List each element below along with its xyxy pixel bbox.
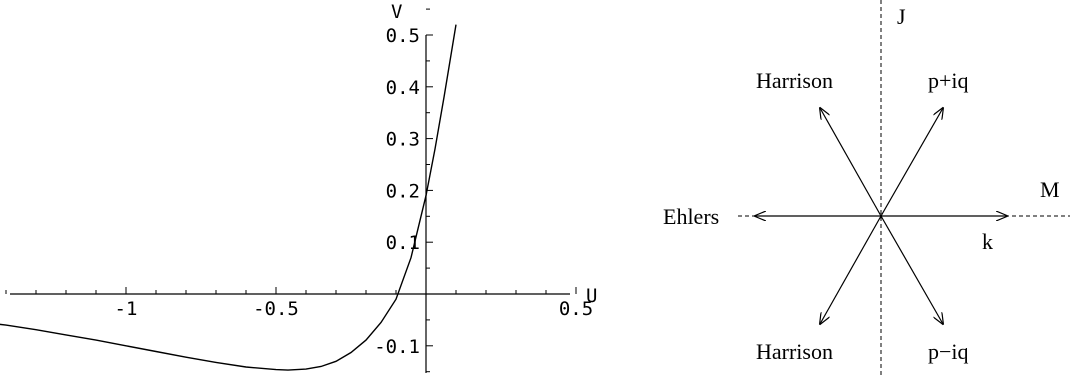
- label-p-minus-iq: p−iq: [928, 339, 969, 364]
- label-harrison-top: Harrison: [756, 68, 833, 93]
- y-tick-label: 0.3: [386, 129, 420, 151]
- y-tick-label: 0.5: [386, 25, 420, 47]
- x-tick-label: -0.5: [253, 298, 299, 320]
- y-tick-label: 0.2: [386, 180, 420, 202]
- y-tick-label: -0.1: [374, 336, 420, 358]
- diagram: J M k Ehlers Harrison p+iq Harrison p−iq: [663, 0, 1070, 377]
- x-tick-label: -1: [115, 298, 138, 320]
- label-m: M: [1040, 177, 1060, 202]
- label-harrison-bottom: Harrison: [756, 339, 833, 364]
- tick-marks: [5, 8, 577, 373]
- label-ehlers: Ehlers: [663, 204, 719, 229]
- arrow-p-plus-iq: [880, 108, 943, 217]
- data-curve: [0, 24, 457, 371]
- arrow-harrison-bottom: [820, 215, 882, 324]
- arrow-harrison-top: [820, 108, 882, 217]
- y-axis-label: V: [391, 1, 402, 23]
- x-axis-label: U: [586, 285, 597, 307]
- label-j: J: [897, 4, 906, 29]
- y-tick-label: 0.4: [386, 77, 420, 99]
- y-tick-label: 0.1: [386, 232, 420, 254]
- arrow-p-minus-iq: [880, 215, 943, 324]
- tick-labels: -1.5-1-0.50.50.50.40.30.20.1-0.1: [115, 25, 594, 358]
- x-tick-label: 0.5: [559, 298, 593, 320]
- label-k: k: [982, 229, 993, 254]
- plot: -1.5-1-0.50.50.50.40.30.20.1-0.1 U V: [0, 1, 597, 373]
- label-p-plus-iq: p+iq: [928, 68, 969, 93]
